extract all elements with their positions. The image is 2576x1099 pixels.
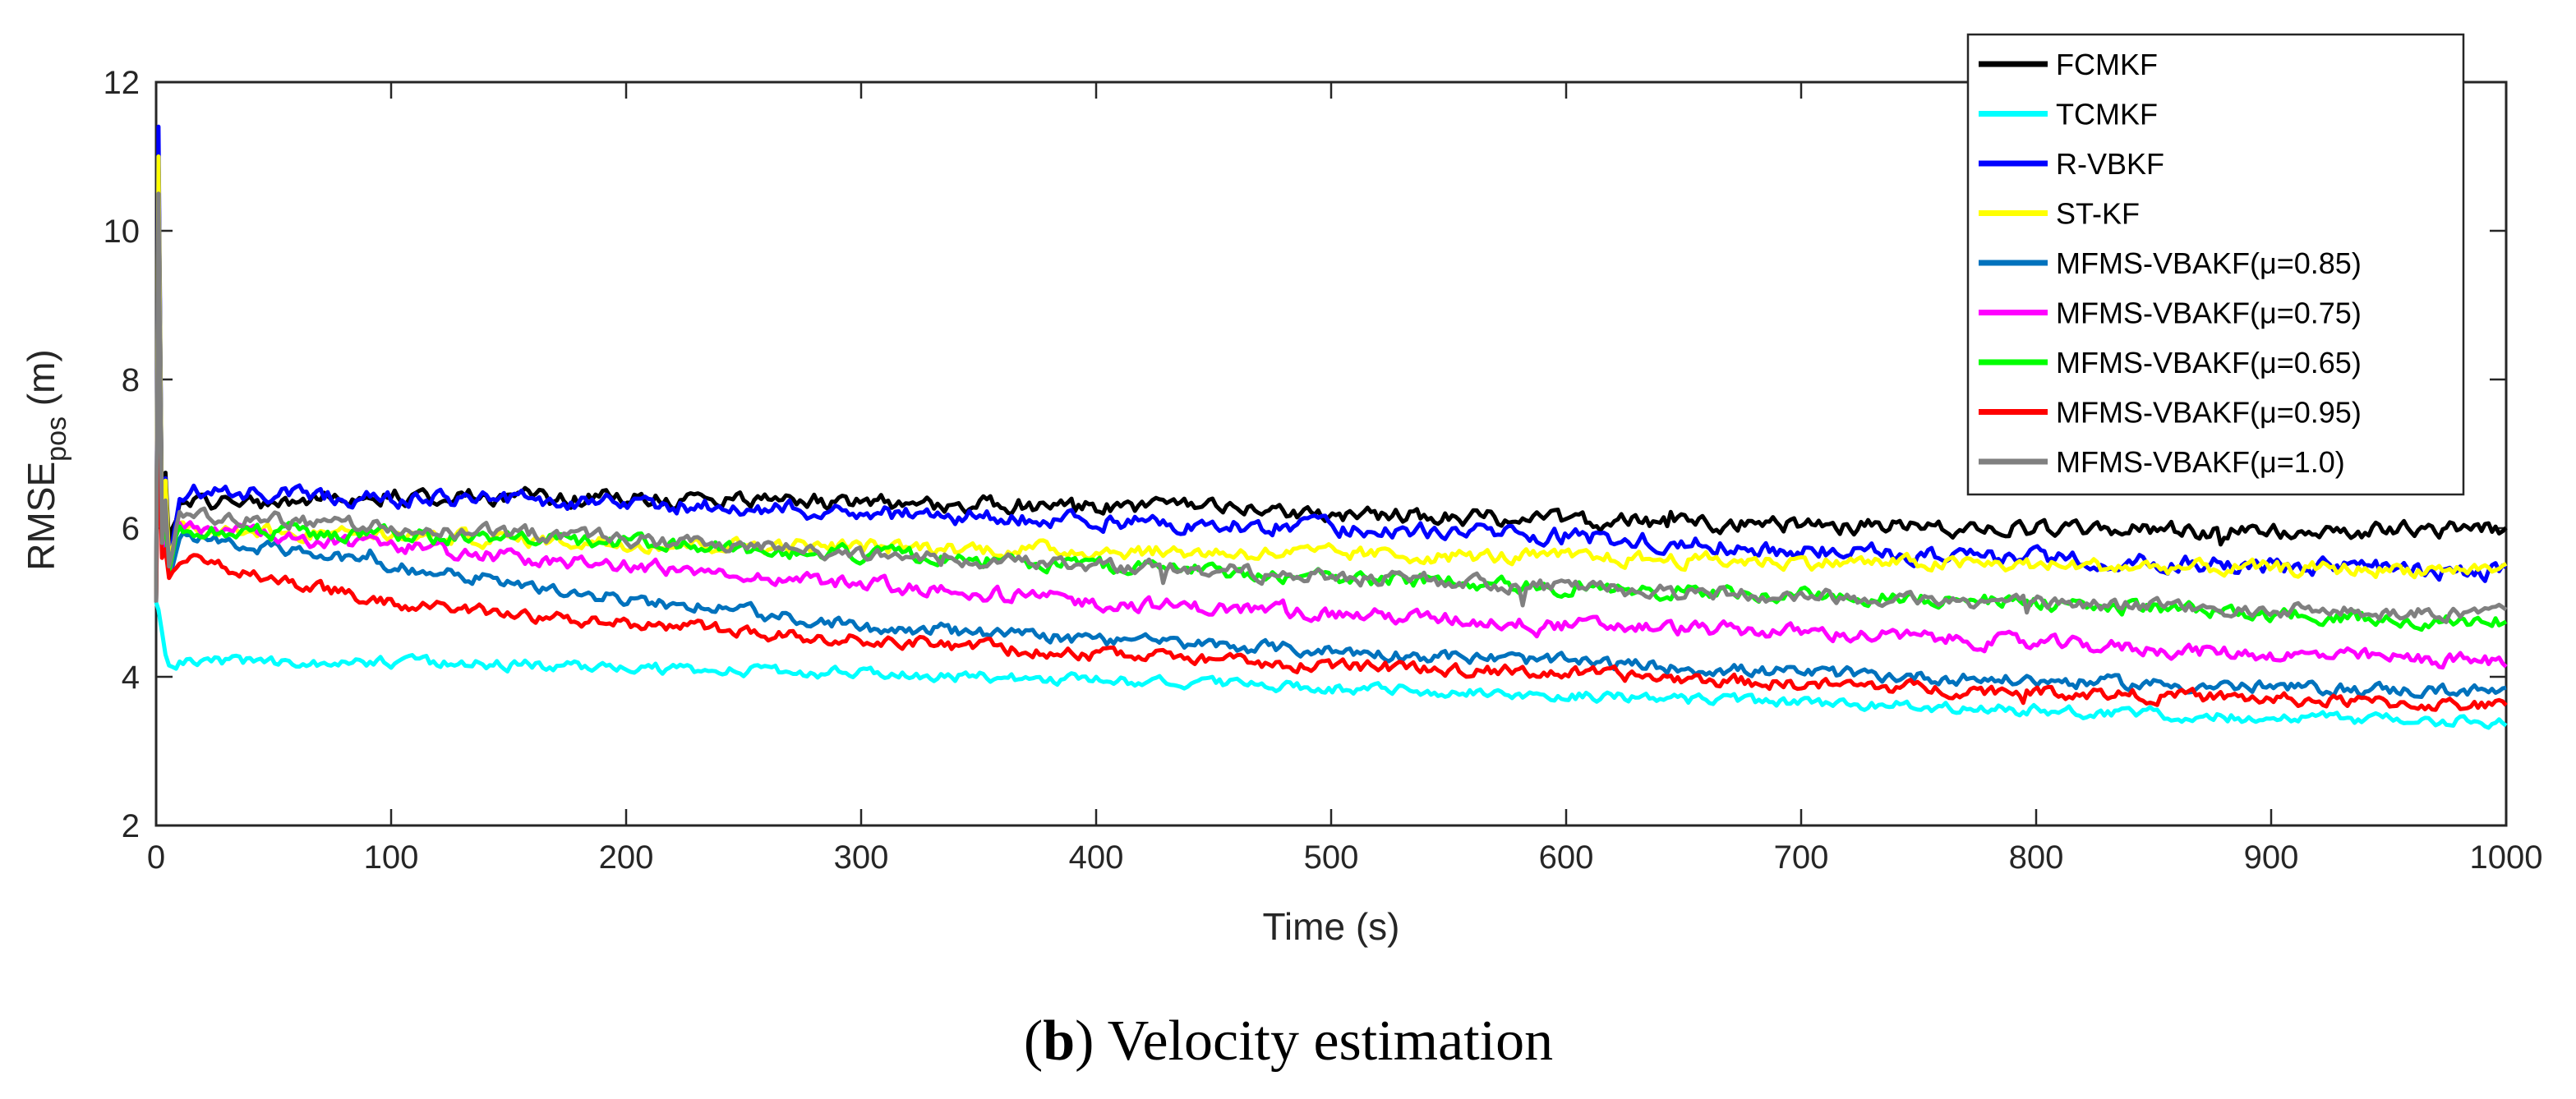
legend-box — [1966, 33, 2465, 496]
x-tick-label: 300 — [834, 839, 889, 876]
y-axis-title-main: RMSE — [20, 462, 62, 571]
y-tick-label: 8 — [122, 362, 140, 398]
y-tick-label: 6 — [122, 511, 140, 547]
series-line — [154, 154, 2508, 603]
legend-items: FCMKF TCMKF R-VBKF ST-KF MFMS-VBAKF(μ=0.85) M… — [1979, 48, 2362, 479]
y-axis-title-subscript: pos — [41, 416, 72, 462]
y-axis-title-unit: (m) — [20, 349, 62, 416]
x-tick-label: 700 — [1774, 839, 1829, 876]
legend-label: MFMS-VBAKF(μ=0.75) — [2056, 297, 2362, 330]
caption-label: b — [1043, 1009, 1075, 1073]
x-tick-label: 600 — [1539, 839, 1594, 876]
x-tick-label: 1000 — [2470, 839, 2543, 876]
x-tick-label: 800 — [2009, 839, 2064, 876]
caption-text: Velocity estimation — [1108, 1009, 1553, 1073]
series-line — [154, 340, 2507, 699]
x-tick-label: 900 — [2244, 839, 2299, 876]
series-line — [154, 414, 2508, 712]
legend-label: MFMS-VBAKF(μ=0.85) — [2056, 246, 2362, 280]
y-tick-label: 10 — [104, 214, 141, 250]
y-tick-label: 4 — [122, 660, 140, 696]
legend: FCMKF TCMKF R-VBKF ST-KF MFMS-VBAKF(μ=0.85) M… — [1966, 33, 2465, 496]
series-line — [154, 191, 2508, 624]
legend-label: ST-KF — [2056, 197, 2140, 231]
legend-label: FCMKF — [2056, 48, 2158, 81]
axis-ticks: 0 100 200 300 400 500 600 700 800 900 1000 2 4 6 8 10 12 — [104, 65, 2543, 876]
legend-label: R-VBKF — [2056, 147, 2164, 181]
y-tick-label: 12 — [104, 65, 141, 101]
series-line — [154, 265, 2508, 670]
x-tick-label: 500 — [1304, 839, 1359, 876]
series-line — [154, 601, 2508, 730]
figure-caption: (b) Velocity estimation — [1024, 1009, 1553, 1073]
legend-label: MFMS-VBAKF(μ=0.65) — [2056, 346, 2362, 379]
x-axis-title: Time (s) — [1263, 905, 1400, 948]
x-tick-label: 400 — [1069, 839, 1124, 876]
legend-label: MFMS-VBAKF(μ=1.0) — [2056, 445, 2345, 479]
legend-label: TCMKF — [2056, 98, 2158, 131]
y-axis-title: RMSEpos (m) — [20, 349, 72, 570]
x-tick-label: 200 — [599, 839, 654, 876]
x-tick-label: 0 — [147, 839, 165, 876]
y-tick-label: 2 — [122, 808, 140, 844]
series-lines — [154, 124, 2508, 730]
legend-label: MFMS-VBAKF(μ=0.95) — [2056, 396, 2362, 430]
x-tick-label: 100 — [364, 839, 419, 876]
